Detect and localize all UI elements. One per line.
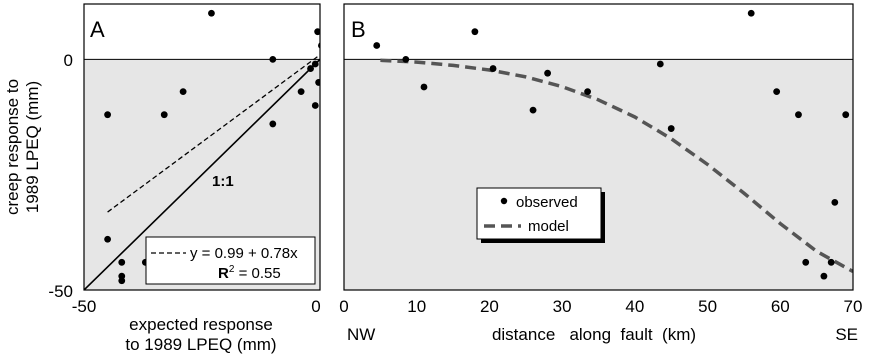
- x-tick-label: 30: [553, 297, 572, 316]
- data-point: [160, 111, 168, 119]
- data-point: [269, 120, 277, 128]
- data-point: [269, 55, 277, 63]
- legend-model-label: model: [528, 218, 569, 235]
- data-point: [656, 60, 664, 68]
- data-point: [104, 111, 111, 119]
- x-tick-label: 0: [339, 297, 348, 316]
- fit-line: [107, 54, 320, 213]
- data-point: [471, 28, 479, 36]
- fit-legend-box: [145, 236, 316, 285]
- data-point: [584, 88, 591, 96]
- legend-observed-marker: [500, 197, 508, 205]
- y-tick-neg50: -50: [48, 282, 73, 301]
- panel-b-legend: observed model: [476, 187, 605, 243]
- data-point: [820, 272, 828, 280]
- data-point: [118, 277, 126, 285]
- x-tick-label: 70: [844, 297, 863, 316]
- fit-legend-equation: y = 0.99 + 0.78x: [190, 245, 298, 262]
- y-tick-0: 0: [64, 51, 73, 70]
- panel-a-y-label-line1: creep response to: [3, 79, 22, 215]
- x-tick-label: 60: [771, 297, 790, 316]
- panel-b: B observed model 0 10 20 30 40 50 60 70 NW dist…: [339, 3, 862, 344]
- panel-a-fit-legend: y = 0.99 + 0.78x R2 = 0.55: [145, 236, 316, 285]
- one-to-one-line: [84, 58, 320, 290]
- panel-b-frame: [343, 3, 854, 291]
- panel-b-label: B: [351, 17, 366, 42]
- panel-a-frame: [83, 3, 321, 291]
- x-tick-label: 50: [698, 297, 717, 316]
- legend-box: [476, 187, 602, 240]
- panel-a-x-label-line2: to 1989 LPEQ (mm): [125, 335, 276, 354]
- data-point: [773, 88, 781, 96]
- panel-a-y-label-line2: 1989 LPEQ (mm): [23, 81, 42, 213]
- data-point: [489, 65, 497, 72]
- data-point: [297, 88, 305, 96]
- label-1to1: 1:1: [212, 173, 234, 190]
- data-point: [311, 102, 319, 109]
- panel-b-shade: [344, 59, 853, 290]
- data-point: [795, 111, 802, 119]
- data-point: [842, 111, 850, 119]
- fit-legend-r2: R2 = 0.55: [218, 264, 281, 282]
- data-point: [311, 60, 319, 68]
- panel-a-x-label-line1: expected response: [129, 315, 273, 334]
- x-tick-label: 20: [480, 297, 499, 316]
- data-point: [314, 28, 320, 36]
- panel-a-x-ticks: -50 0: [72, 297, 321, 316]
- data-point: [420, 83, 428, 91]
- model-curve: [380, 58, 853, 274]
- data-point: [307, 65, 314, 72]
- data-point: [747, 9, 755, 17]
- data-point: [831, 198, 839, 206]
- data-point: [544, 69, 551, 77]
- panel-a: A 1:1 y = 0.99 + 0.78x R2 = 0.55 0 -50 -…: [3, 3, 321, 354]
- panel-a-label: A: [90, 17, 105, 42]
- x-tick-0: 0: [311, 297, 320, 316]
- x-tick-label: 40: [625, 297, 644, 316]
- data-point: [667, 125, 675, 132]
- panel-b-x-label: distance along fault (km): [492, 325, 696, 344]
- data-point: [402, 55, 410, 63]
- data-point: [179, 88, 187, 96]
- panel-b-x-label-nw: NW: [347, 325, 375, 344]
- data-point: [315, 79, 320, 86]
- legend-observed-label: observed: [516, 194, 578, 211]
- data-point: [373, 42, 381, 49]
- panel-a-y-ticks: 0 -50: [48, 51, 73, 301]
- data-point: [118, 258, 126, 266]
- data-point: [827, 258, 835, 266]
- x-tick-neg50: -50: [72, 297, 97, 316]
- data-point: [208, 9, 215, 17]
- panel-b-x-ticks: 0 10 20 30 40 50 60 70: [339, 297, 862, 316]
- x-tick-label: 10: [407, 297, 426, 316]
- data-point: [318, 42, 320, 49]
- panel-b-x-label-se: SE: [835, 325, 858, 344]
- data-point: [802, 258, 810, 266]
- data-point: [529, 106, 537, 114]
- data-point: [104, 235, 111, 243]
